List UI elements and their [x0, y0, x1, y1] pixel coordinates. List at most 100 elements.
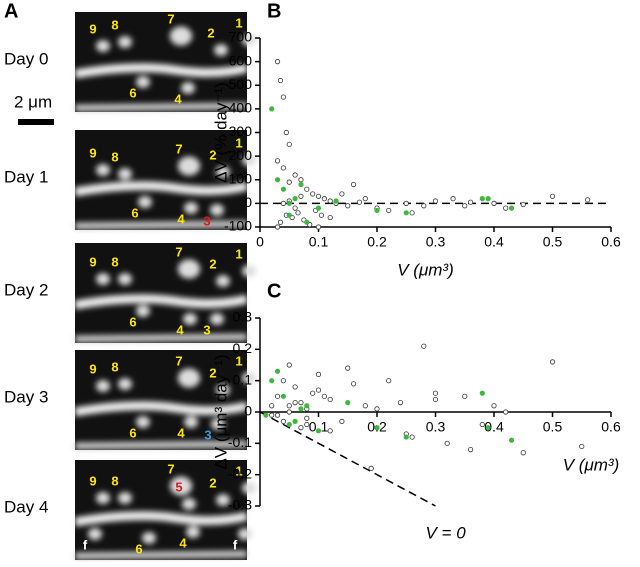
spine-label: 9 — [89, 254, 96, 269]
point — [274, 177, 281, 183]
spine-head — [169, 26, 193, 46]
point — [269, 106, 275, 112]
point — [292, 196, 298, 202]
point — [339, 191, 345, 197]
point — [286, 141, 292, 147]
point — [286, 421, 292, 428]
point — [298, 193, 304, 199]
point — [485, 196, 491, 202]
x-tick-label: 0.6 — [601, 234, 621, 250]
x-tick-label: 0.4 — [484, 419, 504, 435]
spine-label: 7 — [167, 461, 174, 476]
point — [280, 94, 286, 100]
point — [503, 409, 509, 415]
y-tick-label: 500 — [229, 76, 253, 92]
point — [549, 359, 556, 365]
spine-label: 1 — [235, 463, 242, 478]
image-background — [75, 460, 247, 560]
spine-label: 6 — [129, 425, 136, 440]
day-label: Day 2 — [4, 280, 48, 299]
micrograph — [74, 460, 256, 560]
dendrite — [74, 63, 249, 79]
point — [467, 199, 474, 205]
point — [269, 378, 275, 384]
spine-label: 7 — [175, 353, 182, 368]
spine-label: 2 — [209, 365, 216, 380]
point — [403, 200, 409, 206]
spine-label: 9 — [89, 473, 96, 488]
x-tick-label: 0 — [256, 234, 264, 250]
point — [304, 186, 310, 192]
point — [292, 399, 298, 406]
image-texture — [74, 368, 256, 450]
point — [479, 196, 485, 202]
image-background — [75, 243, 247, 343]
point — [315, 205, 322, 211]
spine-head — [183, 313, 197, 325]
y-tick-label: 600 — [229, 52, 253, 68]
x-tick-label: 0.1 — [309, 234, 329, 250]
point — [304, 403, 310, 409]
x-tick-label: 0.3 — [426, 234, 446, 250]
point — [462, 203, 468, 209]
spine-label: 9 — [89, 145, 96, 160]
point — [386, 207, 392, 214]
spine-head — [96, 380, 110, 392]
point — [292, 384, 298, 390]
image-background — [75, 12, 247, 112]
point — [432, 390, 439, 396]
point — [274, 393, 281, 399]
y-tick-label: 0.3 — [233, 309, 253, 325]
spine-head — [142, 532, 156, 544]
spine-label: 1 — [235, 135, 242, 150]
spine-label: 6 — [131, 205, 138, 220]
spine-label: f — [83, 537, 88, 552]
spine-head — [88, 528, 102, 540]
spine-head — [96, 164, 110, 176]
point — [310, 191, 316, 197]
spine-label: 8 — [111, 17, 118, 32]
point — [286, 362, 292, 368]
y-tick-label: 0.2 — [233, 340, 253, 356]
x-tick-label: 0.4 — [484, 234, 504, 250]
spine-label: 9 — [89, 21, 96, 36]
spine-head — [184, 416, 198, 428]
day-label: Day 3 — [4, 387, 48, 406]
dendrite — [74, 220, 248, 230]
y-tick-label: 0 — [244, 194, 252, 210]
point — [479, 390, 485, 396]
spine-label: 1 — [235, 15, 242, 30]
dendrite — [74, 181, 249, 197]
point — [520, 201, 526, 208]
spine-head — [96, 273, 110, 285]
point — [350, 181, 357, 188]
y-axis-label: ΔV (% day⁻¹) — [211, 82, 230, 183]
point — [450, 196, 456, 202]
point — [345, 203, 351, 209]
point — [274, 412, 281, 418]
point — [298, 181, 304, 188]
spine-label: 4 — [177, 425, 185, 440]
point — [397, 399, 403, 406]
point — [274, 224, 281, 230]
point — [280, 418, 286, 424]
y-tick-label: -100 — [224, 218, 252, 234]
day-label: Day 1 — [4, 167, 48, 186]
spine-head — [216, 384, 230, 396]
spine-head — [138, 196, 152, 208]
spine-head — [118, 168, 132, 180]
point — [345, 365, 351, 371]
dendrite — [74, 333, 248, 343]
spine-head — [211, 418, 225, 430]
point — [269, 412, 275, 418]
point — [274, 368, 281, 374]
point — [295, 210, 301, 216]
spine-label: 8 — [111, 473, 118, 488]
point — [304, 219, 310, 225]
point — [283, 129, 289, 136]
spine-head — [182, 498, 196, 510]
point — [280, 200, 286, 206]
point — [286, 200, 292, 206]
spine-head — [136, 76, 150, 88]
y-tick-label: 400 — [229, 100, 253, 116]
